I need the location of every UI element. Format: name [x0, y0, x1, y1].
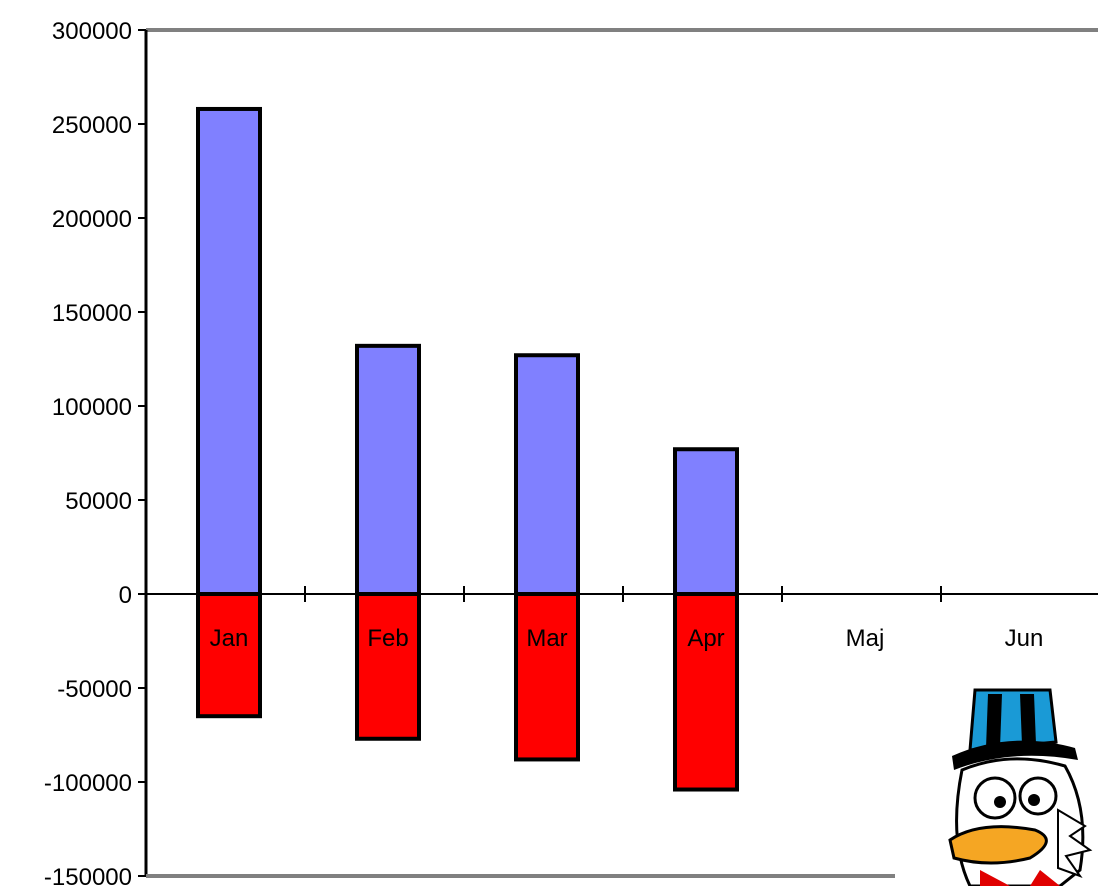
positive-bar-apr — [673, 447, 739, 596]
scrooge-mcduck-picture — [948, 688, 1093, 886]
positive-bar-feb — [355, 343, 421, 596]
y-tick-label: -50000 — [57, 676, 132, 703]
x-axis-labels: Jan Feb Mar Apr Maj Jun — [210, 625, 1044, 652]
y-tick-label: 0 — [119, 582, 132, 609]
y-tick-label: 300000 — [52, 18, 132, 45]
y-tick-label: -100000 — [44, 770, 132, 797]
bars — [196, 106, 739, 792]
negative-bar-jan — [196, 592, 262, 719]
y-tick-label: 50000 — [65, 488, 132, 515]
positive-bar-jan — [196, 106, 262, 597]
y-tick-label: 150000 — [52, 300, 132, 327]
x-category-label: Jan — [210, 625, 249, 652]
x-category-label: Feb — [367, 625, 408, 652]
x-category-label: Maj — [846, 625, 885, 652]
x-axis — [146, 586, 1098, 602]
y-tick-label: -150000 — [44, 864, 132, 886]
y-tick-label: 250000 — [52, 112, 132, 139]
x-category-label: Jun — [1005, 625, 1044, 652]
x-category-label: Apr — [687, 625, 724, 652]
x-category-label: Mar — [526, 625, 567, 652]
y-tick-label: 200000 — [52, 206, 132, 233]
negative-bar-mar — [514, 592, 580, 762]
positive-bar-mar — [514, 353, 580, 596]
y-tick-label: 100000 — [52, 394, 132, 421]
y-axis-ticks: 300000 250000 200000 150000 100000 50000 0 -500… — [44, 18, 146, 886]
negative-bar-feb — [355, 592, 421, 741]
negative-bar-apr — [673, 592, 739, 792]
